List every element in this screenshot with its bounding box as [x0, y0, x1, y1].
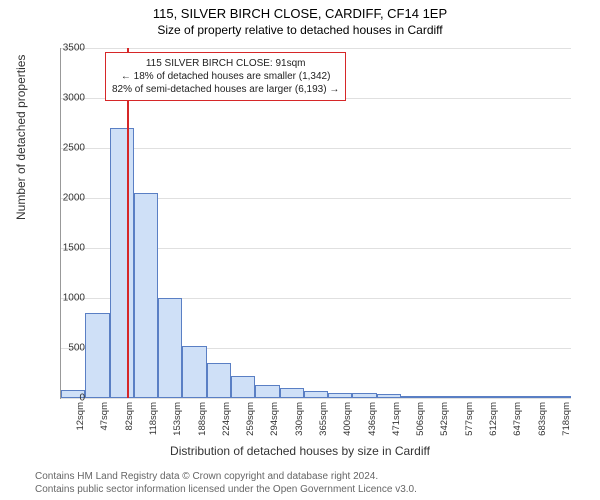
ytick-label: 3000 [63, 93, 85, 104]
xtick-label: 188sqm [197, 402, 208, 436]
xtick-label: 542sqm [439, 402, 450, 436]
histogram-bar [231, 376, 255, 398]
chart-container: 115, SILVER BIRCH CLOSE, CARDIFF, CF14 1… [0, 0, 600, 500]
histogram-bar [377, 394, 401, 398]
histogram-bar [255, 385, 279, 398]
ytick-label: 1000 [63, 293, 85, 304]
ytick-label: 2000 [63, 193, 85, 204]
histogram-bar [158, 298, 182, 398]
xtick-label: 436sqm [367, 402, 378, 436]
xtick-label: 683sqm [537, 402, 548, 436]
annotation-box: 115 SILVER BIRCH CLOSE: 91sqm← 18% of de… [105, 52, 346, 101]
histogram-bar [85, 313, 109, 398]
gridline [61, 48, 571, 49]
y-axis-label: Number of detached properties [14, 55, 28, 220]
histogram-bar [352, 393, 376, 398]
ytick-label: 2500 [63, 143, 85, 154]
xtick-label: 224sqm [221, 402, 232, 436]
xtick-label: 577sqm [464, 402, 475, 436]
xtick-label: 612sqm [488, 402, 499, 436]
xtick-label: 259sqm [245, 402, 256, 436]
histogram-bar [425, 396, 449, 398]
xtick-label: 118sqm [148, 402, 159, 435]
annotation-line3: 82% of semi-detached houses are larger (… [112, 83, 339, 96]
annotation-line1: 115 SILVER BIRCH CLOSE: 91sqm [112, 57, 339, 70]
xtick-label: 647sqm [512, 402, 523, 436]
histogram-bar [182, 346, 206, 398]
ytick-label: 3500 [63, 43, 85, 54]
chart-title: 115, SILVER BIRCH CLOSE, CARDIFF, CF14 1… [0, 0, 600, 21]
xtick-label: 47sqm [99, 402, 110, 431]
histogram-bar [450, 396, 474, 398]
histogram-bar [498, 396, 522, 398]
footer-line1: Contains HM Land Registry data © Crown c… [35, 470, 417, 483]
gridline [61, 398, 571, 399]
histogram-bar [110, 128, 134, 398]
chart-subtitle: Size of property relative to detached ho… [0, 21, 600, 37]
xtick-label: 12sqm [75, 402, 86, 431]
xtick-label: 506sqm [415, 402, 426, 436]
histogram-bar [207, 363, 231, 398]
xtick-label: 82sqm [124, 402, 135, 431]
gridline [61, 148, 571, 149]
xtick-label: 294sqm [269, 402, 280, 436]
histogram-bar [401, 396, 425, 398]
histogram-bar [522, 396, 546, 398]
histogram-bar [547, 396, 571, 398]
histogram-bar [474, 396, 498, 398]
histogram-bar [304, 391, 328, 398]
xtick-label: 718sqm [561, 402, 572, 436]
footer-line2: Contains public sector information licen… [35, 483, 417, 496]
histogram-bar [280, 388, 304, 398]
footer-text: Contains HM Land Registry data © Crown c… [35, 470, 417, 496]
xtick-label: 330sqm [294, 402, 305, 436]
xtick-label: 153sqm [172, 402, 183, 436]
ytick-label: 1500 [63, 243, 85, 254]
xtick-label: 400sqm [342, 402, 353, 436]
xtick-label: 365sqm [318, 402, 329, 436]
histogram-bar [328, 393, 352, 398]
histogram-bar [134, 193, 158, 398]
annotation-line2: ← 18% of detached houses are smaller (1,… [112, 70, 339, 83]
xtick-label: 471sqm [391, 402, 402, 436]
ytick-label: 500 [68, 343, 85, 354]
x-axis-label: Distribution of detached houses by size … [0, 444, 600, 458]
